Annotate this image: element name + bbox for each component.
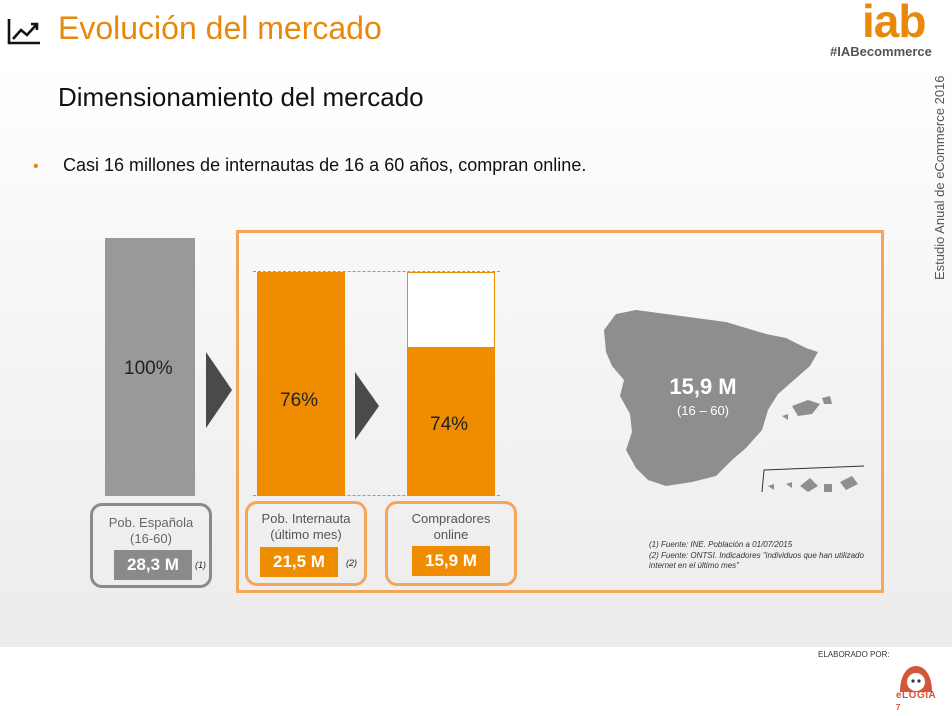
page-number: 7 (896, 703, 901, 712)
elogia-brand: eLOGIA (896, 690, 937, 701)
highlight-frame (236, 230, 884, 593)
label-line: Pob. Internauta (261, 511, 351, 526)
figure-internauta: 21,5 M (260, 547, 338, 577)
side-caption: Estudio Anual de eCommerce 2016 (930, 75, 950, 286)
bullet-text: Casi 16 millones de internautas de 16 a … (63, 155, 587, 175)
arrow-right-icon (355, 372, 379, 440)
footnote-ref: (1) (195, 560, 206, 570)
footnote-ref: (2) (346, 558, 357, 568)
section-subtitle: Dimensionamiento del mercado (58, 82, 424, 112)
slide-title: Evolución del mercado (58, 10, 382, 46)
label-line: Compradores (411, 511, 491, 526)
dashed-bottom-guide (253, 495, 500, 496)
figure-poblacion: 28,3 M (114, 550, 192, 580)
bar-internauta (257, 272, 345, 496)
spain-map (604, 310, 865, 493)
label-box-compradores: Compradores online (385, 501, 517, 586)
map-range: (16 – 60) (676, 403, 730, 418)
bar-poblacion-percent: 100% (124, 358, 173, 379)
arrow-right-icon (206, 352, 232, 428)
side-caption-text: Estudio Anual de eCommerce 2016 (932, 75, 947, 280)
footnote-2: (2) Fuente: ONTSI. Indicadores "individu… (649, 551, 864, 570)
label-line: online (433, 527, 469, 542)
bar-internauta-percent: 76% (280, 390, 319, 411)
label-box-internauta: Pob. Internauta (último mes) (245, 501, 367, 586)
elaborado-label: ELABORADO POR: (818, 650, 890, 659)
elogia-logo-icon (900, 666, 932, 692)
bullet-icon: • (33, 158, 39, 175)
bar-compradores (407, 348, 495, 496)
label-line: (último mes) (270, 527, 342, 542)
label-line: Pob. Española (108, 515, 194, 530)
dashed-top-guide (253, 271, 500, 272)
iab-logo: iab (862, 0, 926, 47)
map-value: 15,9 M (669, 374, 737, 399)
bar-compradores-remainder (407, 272, 495, 348)
figure-compradores: 15,9 M (412, 546, 490, 576)
bar-compradores-percent: 74% (430, 414, 469, 435)
hashtag: #IABecommerce (830, 44, 932, 59)
footnote-1: (1) Fuente: INE. Población a 01/07/2015 (649, 540, 793, 549)
label-line: (16-60) (130, 531, 172, 546)
trend-chart-icon (7, 19, 40, 45)
bar-poblacion (105, 238, 195, 496)
label-box-poblacion: Pob. Española (16-60) (90, 503, 212, 588)
